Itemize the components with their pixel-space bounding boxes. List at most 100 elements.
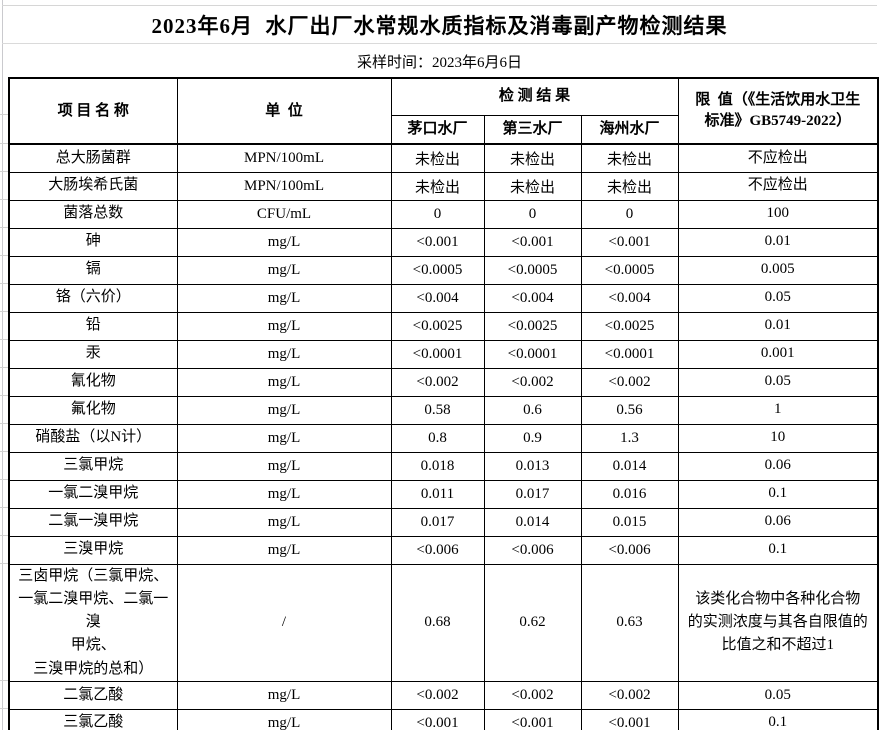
limit-cell: 0.06 — [677, 507, 879, 537]
item-cell: 砷 — [8, 227, 178, 257]
result-cell: 未检出 — [580, 171, 679, 201]
unit-cell: mg/L — [176, 339, 392, 369]
unit-cell: mg/L — [176, 507, 392, 537]
unit-cell: mg/L — [176, 311, 392, 341]
unit-cell: mg/L — [176, 423, 392, 453]
limit-cell: 0.1 — [677, 535, 879, 565]
unit-cell: mg/L — [176, 451, 392, 481]
item-cell: 三氯乙酸 — [8, 708, 178, 730]
result-cell: 未检出 — [580, 143, 679, 173]
item-cell: 二氯一溴甲烷 — [8, 507, 178, 537]
result-cell: 0.017 — [390, 507, 485, 537]
result-cell: 0.014 — [580, 451, 679, 481]
unit-cell: CFU/mL — [176, 199, 392, 229]
table-row: 总大肠菌群 MPN/100mL 未检出 未检出 未检出 不应检出 — [8, 143, 879, 173]
row-gridline-tick — [0, 367, 8, 368]
result-cell: <0.0001 — [390, 339, 485, 369]
result-cell: <0.002 — [580, 680, 679, 710]
row-gridline-tick — [0, 339, 8, 340]
unit-cell: / — [176, 563, 392, 682]
unit-cell: mg/L — [176, 283, 392, 313]
unit-cell: mg/L — [176, 680, 392, 710]
limit-cell: 0.01 — [677, 227, 879, 257]
limit-cell: 0.005 — [677, 255, 879, 285]
row-gridline-tick — [0, 680, 8, 681]
result-cell: <0.001 — [580, 227, 679, 257]
table-row: 汞 mg/L <0.0001 <0.0001 <0.0001 0.001 — [8, 339, 879, 369]
result-cell: 未检出 — [483, 171, 582, 201]
result-cell: 0.016 — [580, 479, 679, 509]
table-row: 大肠埃希氏菌 MPN/100mL 未检出 未检出 未检出 不应检出 — [8, 171, 879, 201]
item-cell: 三卤甲烷（三氯甲烷、 一氯二溴甲烷、二氯一溴 甲烷、 三溴甲烷的总和） — [8, 563, 178, 682]
limit-cell: 0.001 — [677, 339, 879, 369]
item-cell: 铬（六价） — [8, 283, 178, 313]
row-gridline-tick — [0, 507, 8, 508]
table-row: 铬（六价） mg/L <0.004 <0.004 <0.004 0.05 — [8, 283, 879, 313]
result-cell: <0.004 — [580, 283, 679, 313]
limit-cell: 0.06 — [677, 451, 879, 481]
table-body: 总大肠菌群 MPN/100mL 未检出 未检出 未检出 不应检出 大肠埃希氏菌 MPN/100… — [8, 143, 879, 730]
result-cell: 0.013 — [483, 451, 582, 481]
result-cell: <0.0005 — [483, 255, 582, 285]
unit-cell: mg/L — [176, 367, 392, 397]
row-gridline-tick — [0, 143, 8, 144]
unit-cell: mg/L — [176, 535, 392, 565]
result-cell: <0.002 — [483, 367, 582, 397]
col-header-plant-maokou: 茅口水厂 — [390, 114, 485, 145]
table-row: 二氯乙酸 mg/L <0.002 <0.002 <0.002 0.05 — [8, 680, 879, 710]
row-gridline-tick — [0, 395, 8, 396]
table-row: 一氯二溴甲烷 mg/L 0.011 0.017 0.016 0.1 — [8, 479, 879, 509]
row-gridline-tick — [0, 255, 8, 256]
table-row: 镉 mg/L <0.0005 <0.0005 <0.0005 0.005 — [8, 255, 879, 285]
unit-cell: mg/L — [176, 479, 392, 509]
header-row-main: 项 目 名 称 单 位 检 测 结 果 限 值（《生活饮用水卫生 标准》GB57… — [8, 77, 879, 145]
result-cell: <0.004 — [390, 283, 485, 313]
result-cell: <0.002 — [580, 367, 679, 397]
limit-cell: 0.01 — [677, 311, 879, 341]
table-row: 三氯乙酸 mg/L <0.001 <0.001 <0.001 0.1 — [8, 708, 879, 730]
col-header-results: 检 测 结 果 — [390, 77, 679, 116]
table-row: 三氯甲烷 mg/L 0.018 0.013 0.014 0.06 — [8, 451, 879, 481]
limit-cell: 0.05 — [677, 367, 879, 397]
item-cell: 铅 — [8, 311, 178, 341]
unit-cell: mg/L — [176, 395, 392, 425]
result-cell: 0.63 — [580, 563, 679, 682]
result-cell: <0.001 — [483, 708, 582, 730]
row-gridline-tick — [0, 423, 8, 424]
result-cell: 未检出 — [390, 143, 485, 173]
col-header-item: 项 目 名 称 — [8, 77, 178, 145]
table-header: 项 目 名 称 单 位 检 测 结 果 限 值（《生活饮用水卫生 标准》GB57… — [8, 77, 879, 145]
col-header-limit: 限 值（《生活饮用水卫生 标准》GB5749-2022） — [677, 77, 879, 145]
unit-cell: MPN/100mL — [176, 143, 392, 173]
limit-cell: 不应检出 — [677, 171, 879, 201]
result-cell: <0.0005 — [390, 255, 485, 285]
limit-cell: 不应检出 — [677, 143, 879, 173]
result-cell: <0.006 — [483, 535, 582, 565]
result-cell: <0.0025 — [580, 311, 679, 341]
result-cell: 0.014 — [483, 507, 582, 537]
result-cell: 0.011 — [390, 479, 485, 509]
row-gridline-tick — [0, 199, 8, 200]
row-gridline-tick — [0, 563, 8, 564]
page-title: 2023年6月 水厂出厂水常规水质指标及消毒副产物检测结果 — [2, 6, 877, 44]
limit-cell: 0.1 — [677, 479, 879, 509]
col-header-plant-disan: 第三水厂 — [483, 114, 582, 145]
result-cell: 0 — [483, 199, 582, 229]
result-cell: <0.0001 — [483, 339, 582, 369]
table-row: 氰化物 mg/L <0.002 <0.002 <0.002 0.05 — [8, 367, 879, 397]
water-quality-table: 项 目 名 称 单 位 检 测 结 果 限 值（《生活饮用水卫生 标准》GB57… — [8, 77, 880, 730]
row-gridline-tick — [0, 171, 8, 172]
result-cell: <0.006 — [580, 535, 679, 565]
unit-cell: mg/L — [176, 255, 392, 285]
table-row: 硝酸盐（以N计） mg/L 0.8 0.9 1.3 10 — [8, 423, 879, 453]
result-cell: 0.9 — [483, 423, 582, 453]
table-row: 铅 mg/L <0.0025 <0.0025 <0.0025 0.01 — [8, 311, 879, 341]
result-cell: 0.68 — [390, 563, 485, 682]
row-gridline-tick — [0, 535, 8, 536]
limit-cell: 该类化合物中各种化合物 的实测浓度与其各自限值的 比值之和不超过1 — [677, 563, 879, 682]
result-cell: <0.001 — [390, 227, 485, 257]
title-block: 2023年6月 水厂出厂水常规水质指标及消毒副产物检测结果 采样时间：2023年… — [2, 5, 877, 78]
row-gridline-tick — [0, 311, 8, 312]
unit-cell: MPN/100mL — [176, 171, 392, 201]
